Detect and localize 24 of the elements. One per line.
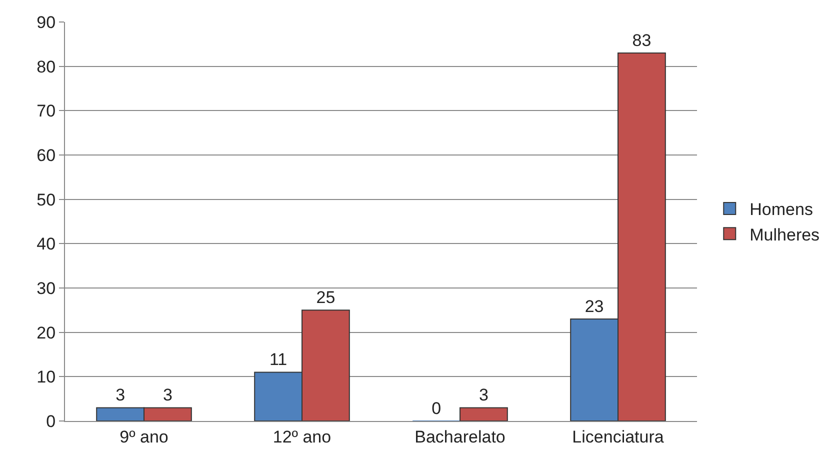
x-tick-label: Bacharelato [414, 427, 506, 446]
y-tick-label: 0 [46, 412, 56, 431]
legend-label: Mulheres [750, 225, 820, 244]
y-tick-label: 80 [36, 57, 56, 76]
y-tick-label: 70 [36, 102, 56, 121]
data-label: 3 [162, 386, 172, 405]
y-tick-label: 30 [36, 278, 56, 298]
data-label: 11 [269, 350, 288, 370]
data-label: 0 [432, 399, 442, 418]
y-tick-label: 20 [36, 323, 56, 342]
legend-label: Homens [750, 200, 813, 220]
data-label: 3 [478, 386, 488, 405]
x-tick-label: Licenciatura [572, 427, 664, 446]
x-tick-label: 12º ano [272, 427, 332, 446]
data-label: 83 [632, 31, 652, 50]
data-label: 3 [116, 386, 126, 405]
y-tick-label: 50 [36, 190, 56, 210]
data-label: 23 [584, 297, 604, 316]
y-tick-label: 60 [36, 146, 56, 165]
data-label: 25 [316, 288, 336, 308]
y-tick-label: 90 [36, 12, 56, 32]
x-tick-label: 9º ano [120, 427, 168, 446]
y-tick-label: 10 [36, 368, 56, 387]
y-tick-label: 40 [36, 234, 56, 254]
